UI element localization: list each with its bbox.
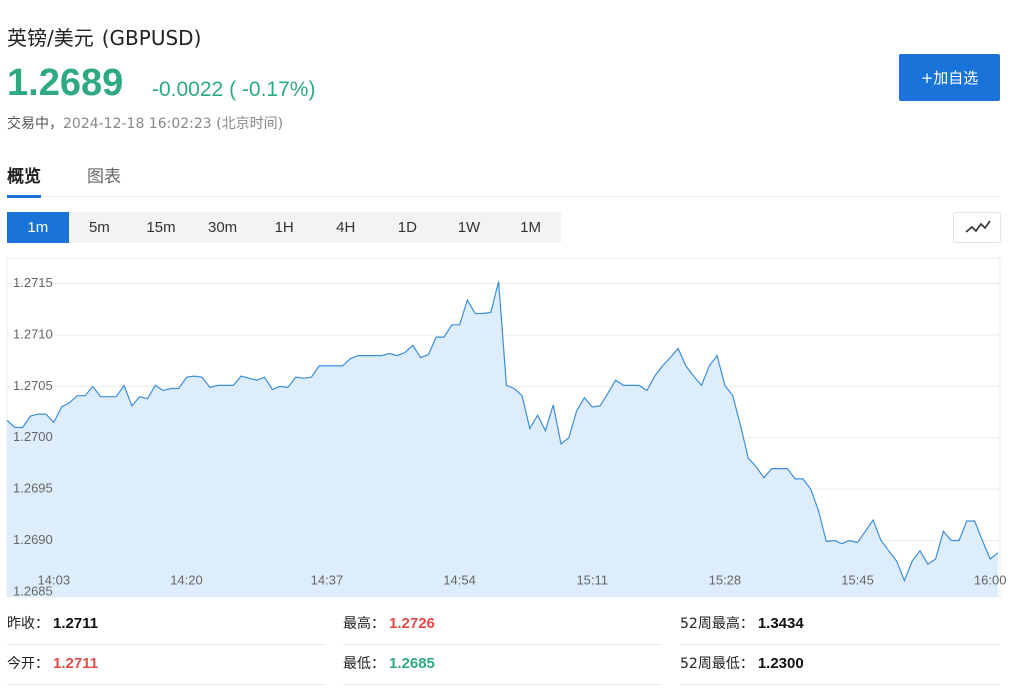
stat-label: 最高： (343, 616, 385, 632)
chart-icon (965, 220, 991, 233)
interval-button[interactable]: 1M (520, 219, 541, 236)
change-value: -0.0022 (152, 78, 224, 101)
interval-button[interactable]: 1D (397, 219, 417, 236)
stat-item: 今开： 1.2711 (7, 644, 325, 685)
x-tick-label: 14:37 (311, 572, 344, 587)
tab-bar: 概览 图表 (7, 160, 1000, 198)
y-tick-label: 1.2695 (13, 481, 53, 496)
change-percent: ( -0.17%) (229, 78, 316, 101)
y-tick-label: 1.2685 (13, 583, 53, 598)
y-tick-label: 1.2710 (13, 326, 53, 341)
stat-label: 今开： (7, 656, 49, 672)
area-fill (7, 281, 998, 597)
stat-item: 最低： 1.2685 (343, 644, 662, 685)
price-change: -0.0022 ( -0.17%) (152, 78, 315, 102)
y-tick-label: 1.2700 (13, 429, 53, 444)
stat-value: 1.2685 (389, 655, 435, 672)
stat-value: 1.3434 (757, 615, 804, 632)
stat-label: 昨收： (7, 616, 49, 632)
x-tick-label: 15:45 (841, 572, 874, 587)
stat-label: 52周最低： (680, 656, 754, 672)
x-tick-label: 15:28 (709, 572, 742, 587)
stat-label: 最低： (343, 656, 385, 672)
interval-button[interactable]: 5m (88, 219, 110, 236)
status-text: 交易中， (7, 116, 63, 132)
stat-item: 昨收： 1.2711 (7, 604, 325, 645)
x-tick-label: 15:11 (576, 572, 608, 587)
stat-item: 最高： 1.2726 (343, 604, 662, 645)
interval-bar: 1m 5m 15m 30m 1H 4H 1D 1W 1M (7, 212, 562, 243)
tab[interactable]: 概览 (7, 162, 41, 198)
interval-button[interactable]: 1m (7, 212, 69, 243)
x-tick-label: 16:00 (974, 572, 1007, 587)
instrument-symbol: (GBPUSD) (101, 26, 202, 50)
interval-button[interactable]: 30m (207, 219, 238, 236)
interval-button[interactable]: 4H (336, 219, 356, 236)
last-price: 1.2689 (7, 62, 124, 104)
y-tick-label: 1.2715 (13, 275, 53, 290)
price-chart: 1.2715 1.2710 1.2705 1.2700 1.2695 1.2690 1.26… (6, 257, 1007, 598)
y-tick-label: 1.2705 (13, 378, 53, 393)
stat-value: 1.2726 (389, 615, 435, 632)
instrument-name: 英镑/美元 (7, 26, 94, 50)
y-tick-label: 1.2690 (13, 532, 53, 547)
timestamp: 2024-12-18 16:02:23 (北京时间) (63, 116, 284, 132)
interval-button[interactable]: 1W (457, 219, 481, 236)
interval-button[interactable]: 1H (274, 219, 294, 236)
x-tick-label: 14:20 (170, 572, 203, 587)
stat-value: 1.2300 (757, 655, 804, 672)
stat-item: 52周最高： 1.3434 (680, 604, 1000, 645)
stat-value: 1.2711 (53, 615, 99, 632)
trading-status: 交易中，2024-12-18 16:02:23 (北京时间) (7, 113, 283, 133)
add-watchlist-button[interactable]: +加自选 (899, 54, 1000, 101)
chart-type-toggle[interactable] (953, 212, 1001, 243)
interval-button[interactable]: 15m (146, 219, 176, 236)
instrument-title: 英镑/美元 (GBPUSD) (7, 22, 201, 51)
stat-label: 52周最高： (680, 616, 754, 632)
stat-value: 1.2711 (53, 655, 99, 672)
stat-item: 52周最低： 1.2300 (680, 644, 1000, 685)
x-tick-label: 14:54 (443, 572, 476, 587)
tab[interactable]: 图表 (87, 167, 121, 187)
x-tick-label: 14:03 (38, 572, 71, 587)
price-line (6, 281, 999, 583)
